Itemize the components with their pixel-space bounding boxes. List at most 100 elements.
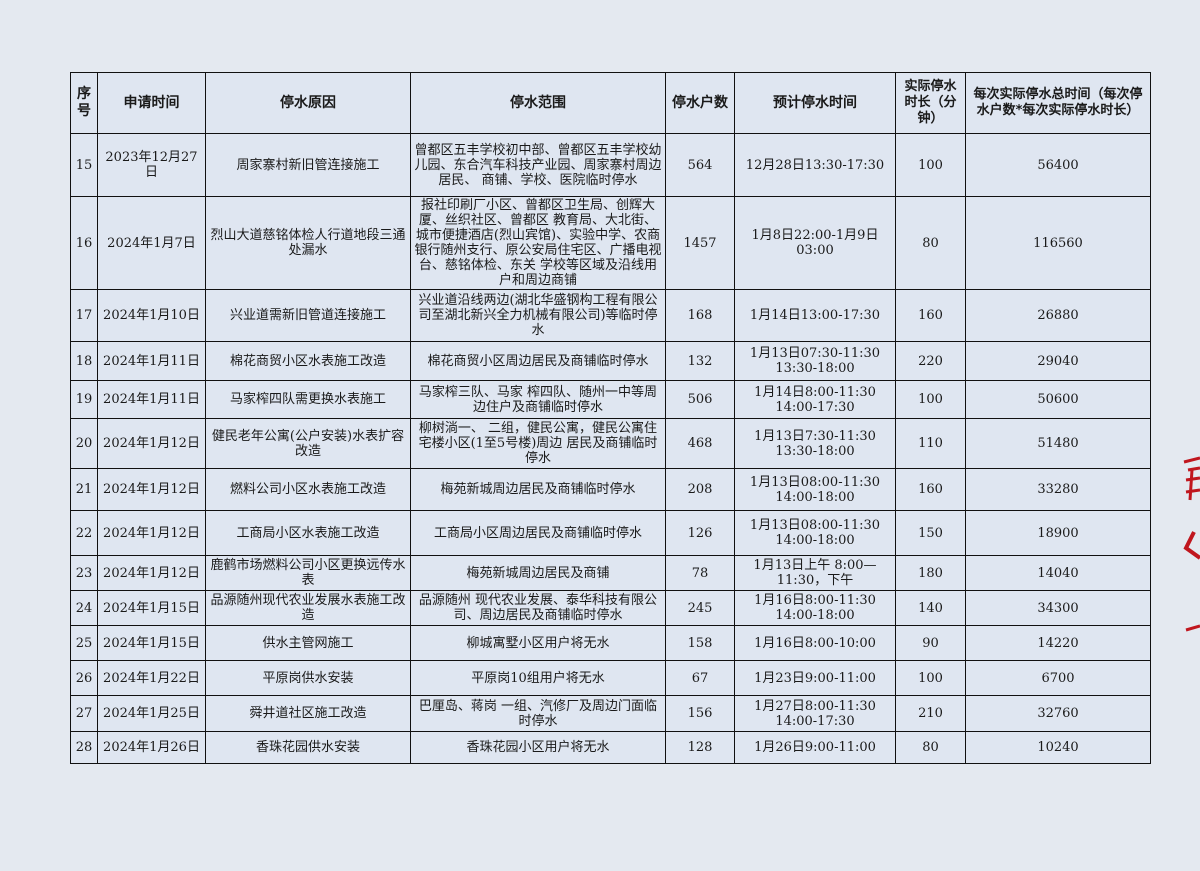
cell-households: 245: [665, 590, 735, 626]
cell-date: 2024年1月22日: [97, 660, 206, 696]
cell-households: 126: [665, 510, 735, 556]
cell-minutes: 180: [895, 555, 966, 591]
cell-planned: 1月26日9:00-11:00: [734, 731, 896, 764]
cell-date: 2024年1月15日: [97, 590, 206, 626]
cell-minutes: 210: [895, 695, 966, 732]
table-row: 19 2024年1月11日 马家榨四队需更换水表施工 马家榨三队、马家 榨四队、随州一…: [70, 380, 1151, 419]
cell-scope: 兴业道沿线两边(湖北华盛钢构工程有限公司至湖北新兴全力机械有限公司)等临时停水: [410, 289, 666, 342]
cell-reason: 燃料公司小区水表施工改造: [205, 468, 411, 511]
header-households: 停水户数: [665, 72, 735, 134]
cell-total: 50600: [965, 380, 1151, 419]
cell-date: 2024年1月10日: [97, 289, 206, 342]
cell-minutes: 110: [895, 418, 966, 469]
cell-date: 2024年1月25日: [97, 695, 206, 732]
header-planned: 预计停水时间: [734, 72, 896, 134]
cell-date: 2024年1月12日: [97, 418, 206, 469]
cell-reason: 健民老年公寓(公户安装)水表扩容改造: [205, 418, 411, 469]
cell-date: 2024年1月11日: [97, 341, 206, 381]
cell-minutes: 90: [895, 625, 966, 661]
cell-reason: 舜井道社区施工改造: [205, 695, 411, 732]
cell-households: 156: [665, 695, 735, 732]
cell-reason: 棉花商贸小区水表施工改造: [205, 341, 411, 381]
cell-total: 14220: [965, 625, 1151, 661]
cell-date: 2024年1月12日: [97, 468, 206, 511]
cell-planned: 1月23日9:00-11:00: [734, 660, 896, 696]
table-row: 16 2024年1月7日 烈山大道慈铭体检人行道地段三通处漏水 报社印刷厂小区、曾都区…: [70, 196, 1151, 290]
cell-scope: 平原岗10组用户将无水: [410, 660, 666, 696]
table-row: 20 2024年1月12日 健民老年公寓(公户安装)水表扩容改造 柳树淌一、 二组，健…: [70, 418, 1151, 469]
cell-total: 18900: [965, 510, 1151, 556]
cell-planned: 1月14日13:00-17:30: [734, 289, 896, 342]
header-row: 序号 申请时间 停水原因 停水范围 停水户数 预计停水时间 实际停水时长（分钟）…: [70, 72, 1151, 134]
red-seal-fragment: [1183, 456, 1200, 632]
cell-reason: 烈山大道慈铭体检人行道地段三通处漏水: [205, 196, 411, 290]
cell-households: 67: [665, 660, 735, 696]
cell-scope: 工商局小区周边居民及商铺临时停水: [410, 510, 666, 556]
table-row: 22 2024年1月12日 工商局小区水表施工改造 工商局小区周边居民及商铺临时停水 1…: [70, 510, 1151, 556]
header-minutes: 实际停水时长（分钟）: [895, 72, 966, 134]
cell-households: 1457: [665, 196, 735, 290]
cell-date: 2024年1月12日: [97, 510, 206, 556]
cell-no: 21: [70, 468, 98, 511]
table-row: 24 2024年1月15日 品源随州现代农业发展水表施工改造 品源随州 现代农业发展、…: [70, 590, 1151, 626]
water-outage-table: 序号 申请时间 停水原因 停水范围 停水户数 预计停水时间 实际停水时长（分钟）…: [70, 72, 1151, 764]
cell-reason: 鹿鹤市场燃料公司小区更换远传水表: [205, 555, 411, 591]
cell-reason: 兴业道需新旧管道连接施工: [205, 289, 411, 342]
cell-no: 20: [70, 418, 98, 469]
table-row: 23 2024年1月12日 鹿鹤市场燃料公司小区更换远传水表 梅苑新城周边居民及商铺 7…: [70, 555, 1151, 591]
cell-minutes: 160: [895, 289, 966, 342]
cell-date: 2024年1月15日: [97, 625, 206, 661]
cell-scope: 梅苑新城周边居民及商铺: [410, 555, 666, 591]
cell-households: 208: [665, 468, 735, 511]
cell-scope: 棉花商贸小区周边居民及商铺临时停水: [410, 341, 666, 381]
cell-planned: 1月8日22:00-1月9日03:00: [734, 196, 896, 290]
cell-scope: 巴厘岛、蒋岗 一组、汽修厂及周边门面临时停水: [410, 695, 666, 732]
cell-total: 56400: [965, 133, 1151, 197]
cell-minutes: 80: [895, 731, 966, 764]
cell-scope: 柳城寓墅小区用户将无水: [410, 625, 666, 661]
table-row: 26 2024年1月22日 平原岗供水安装 平原岗10组用户将无水 67 1月23日9:0…: [70, 660, 1151, 696]
cell-minutes: 220: [895, 341, 966, 381]
table-body: 15 2023年12月27日 周家寨村新旧管连接施工 曾都区五丰学校初中部、曾都区五丰…: [70, 133, 1151, 764]
cell-planned: 1月13日07:30-11:30 13:30-18:00: [734, 341, 896, 381]
cell-date: 2024年1月12日: [97, 555, 206, 591]
cell-reason: 品源随州现代农业发展水表施工改造: [205, 590, 411, 626]
cell-no: 24: [70, 590, 98, 626]
cell-total: 14040: [965, 555, 1151, 591]
cell-no: 25: [70, 625, 98, 661]
cell-planned: 1月13日上午 8:00—11:30，下午: [734, 555, 896, 591]
cell-reason: 周家寨村新旧管连接施工: [205, 133, 411, 197]
cell-no: 15: [70, 133, 98, 197]
header-no: 序号: [70, 72, 98, 134]
cell-total: 10240: [965, 731, 1151, 764]
cell-households: 78: [665, 555, 735, 591]
cell-minutes: 150: [895, 510, 966, 556]
cell-reason: 平原岗供水安装: [205, 660, 411, 696]
cell-reason: 供水主管网施工: [205, 625, 411, 661]
cell-minutes: 100: [895, 380, 966, 419]
cell-total: 51480: [965, 418, 1151, 469]
cell-no: 22: [70, 510, 98, 556]
cell-date: 2023年12月27日: [97, 133, 206, 197]
cell-reason: 香珠花园供水安装: [205, 731, 411, 764]
header-scope: 停水范围: [410, 72, 666, 134]
header-date: 申请时间: [97, 72, 206, 134]
cell-planned: 1月13日7:30-11:30 13:30-18:00: [734, 418, 896, 469]
cell-no: 27: [70, 695, 98, 732]
table-row: 17 2024年1月10日 兴业道需新旧管道连接施工 兴业道沿线两边(湖北华盛钢构工程…: [70, 289, 1151, 342]
cell-date: 2024年1月11日: [97, 380, 206, 419]
cell-no: 19: [70, 380, 98, 419]
cell-total: 33280: [965, 468, 1151, 511]
cell-total: 116560: [965, 196, 1151, 290]
cell-no: 17: [70, 289, 98, 342]
cell-total: 26880: [965, 289, 1151, 342]
table-row: 15 2023年12月27日 周家寨村新旧管连接施工 曾都区五丰学校初中部、曾都区五丰…: [70, 133, 1151, 197]
cell-total: 34300: [965, 590, 1151, 626]
cell-scope: 马家榨三队、马家 榨四队、随州一中等周边住户及商铺临时停水: [410, 380, 666, 419]
cell-minutes: 100: [895, 133, 966, 197]
cell-no: 18: [70, 341, 98, 381]
cell-planned: 1月13日08:00-11:30 14:00-18:00: [734, 468, 896, 511]
table-row: 21 2024年1月12日 燃料公司小区水表施工改造 梅苑新城周边居民及商铺临时停水 2…: [70, 468, 1151, 511]
cell-scope: 报社印刷厂小区、曾都区卫生局、创辉大厦、丝织社区、曾都区 教育局、大北街、城市便…: [410, 196, 666, 290]
cell-scope: 梅苑新城周边居民及商铺临时停水: [410, 468, 666, 511]
